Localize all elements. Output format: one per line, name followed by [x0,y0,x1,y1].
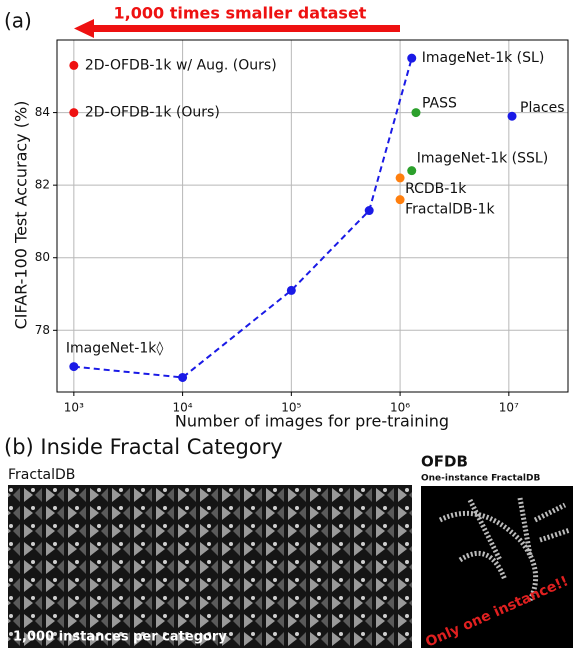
point-annotation: ImageNet-1k◊ [66,341,163,357]
point-label: ImageNet-1k (SL) [422,50,545,66]
point-label: Places [520,100,565,116]
data-point [396,173,405,182]
fractaldb-image [8,485,412,648]
figure: (a) 1,000 times smaller dataset Number o… [0,0,573,648]
y-axis-label: CIFAR-100 Test Accuracy (%) [12,101,31,330]
point-label: FractalDB-1k [405,202,495,218]
y-tick-label: 82 [35,178,50,192]
data-point [508,112,517,121]
data-point [396,195,405,204]
data-point [178,373,187,382]
y-tick-label: 80 [35,250,50,264]
data-point [69,362,78,371]
y-tick-label: 78 [35,323,50,337]
ofdb-image [421,486,573,648]
fractaldb-title: FractalDB [8,467,75,483]
arrow-text: 1,000 times smaller dataset [114,4,367,23]
panel-label: (a) [4,9,32,33]
ofdb-title: OFDB [421,453,468,471]
x-tick-label: 10⁷ [499,401,519,415]
point-label: 2D-OFDB-1k (Ours) [85,105,220,121]
x-tick-label: 10³ [64,401,84,415]
x-tick-label: 10⁵ [281,401,301,415]
data-point [407,54,416,63]
point-label: 2D-OFDB-1k w/ Aug. (Ours) [85,57,277,73]
data-point [365,206,374,215]
point-label: ImageNet-1k (SSL) [417,151,548,167]
data-point [411,108,420,117]
fractaldb-caption: 1,000 instances per category [13,630,227,645]
y-tick-label: 84 [35,105,50,119]
ofdb-subtitle: One-instance FractalDB [421,474,540,484]
data-point [287,286,296,295]
data-point [69,108,78,117]
data-point [407,166,416,175]
data-point [69,61,78,70]
x-tick-label: 10⁶ [390,401,410,415]
point-label: RCDB-1k [405,181,467,197]
panel-b-title: (b) Inside Fractal Category [4,435,283,459]
point-label: PASS [422,96,457,112]
x-tick-label: 10⁴ [173,401,193,415]
